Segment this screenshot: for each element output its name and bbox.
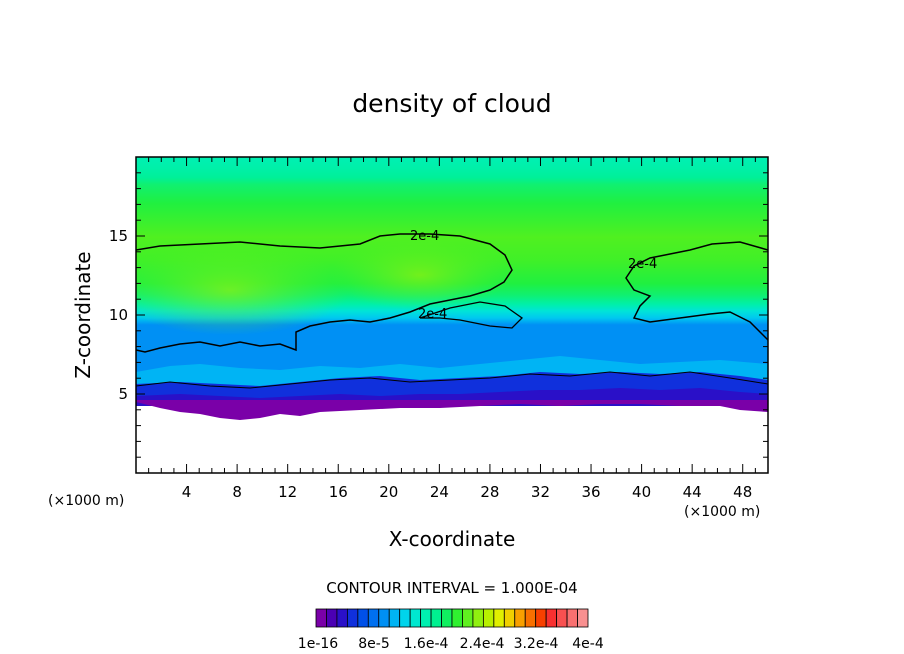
colorbar-tick-label: 1.6e-4 xyxy=(404,636,449,652)
x-tick-label: 48 xyxy=(733,483,752,501)
colorbar-swatch xyxy=(545,608,558,628)
colorbar-swatch xyxy=(493,608,505,628)
contour-label-3: 2e-4 xyxy=(628,257,657,272)
x-axis-label: X-coordinate xyxy=(389,527,516,551)
band-purple xyxy=(136,400,768,420)
contour-2e-4-inner xyxy=(419,301,524,329)
colorbar xyxy=(315,608,589,628)
colorbar-swatch xyxy=(409,608,422,628)
colorbar-swatch xyxy=(577,608,589,628)
y-tick-label: 15 xyxy=(109,227,128,245)
x-tick-label: 32 xyxy=(531,483,550,501)
x-tick-label: 24 xyxy=(430,483,449,501)
field-hotspot-left xyxy=(136,245,350,335)
colorbar-swatch xyxy=(346,608,359,628)
x-tick-label: 36 xyxy=(581,483,600,501)
colorbar-swatch xyxy=(388,608,401,628)
contour-label-2: 2e-4 xyxy=(418,307,447,322)
y-tick-label: 10 xyxy=(109,306,128,324)
colorbar-swatch xyxy=(378,608,390,628)
colorbar-tick-label: 2.4e-4 xyxy=(460,636,505,652)
colorbar-swatch xyxy=(441,608,453,628)
colorbar-swatch xyxy=(462,608,474,628)
colorbar-tick-label: 4e-4 xyxy=(572,636,604,652)
colorbar-swatch xyxy=(430,608,442,628)
x-tick-label: 20 xyxy=(379,483,398,501)
x-tick-label: 16 xyxy=(329,483,348,501)
colorbar-swatch xyxy=(315,608,327,628)
colorbar-labels: 1e-16 8e-5 1.6e-4 2.4e-4 3.2e-4 4e-4 xyxy=(298,636,604,652)
colorbar-swatch xyxy=(357,608,369,628)
x-tick-label: 40 xyxy=(632,483,651,501)
colorbar-swatch xyxy=(514,608,526,628)
y-tick-label: 5 xyxy=(118,385,128,403)
colorbar-swatch xyxy=(399,608,411,628)
x-tick-label: 12 xyxy=(278,483,297,501)
plot-area xyxy=(136,157,768,473)
colorbar-tick-label: 3.2e-4 xyxy=(514,636,559,652)
contour-2e-4-right xyxy=(625,241,768,341)
colorbar-swatch xyxy=(451,608,463,628)
x-tick-label: 8 xyxy=(232,483,242,501)
colorbar-swatch xyxy=(503,608,516,628)
y-unit-label: (×1000 m) xyxy=(684,504,760,520)
field-hotspot-mid xyxy=(330,240,510,310)
colorbar-swatch xyxy=(535,608,547,628)
colorbar-swatch xyxy=(556,608,568,628)
chart-title: density of cloud xyxy=(352,89,551,118)
contour-base xyxy=(136,371,768,389)
colorbar-tick-label: 8e-5 xyxy=(358,636,389,652)
colorbar-swatch xyxy=(524,608,537,628)
x-axis-ticks: 4 8 12 16 20 24 28 32 36 40 44 48 xyxy=(148,157,756,501)
x-tick-label: 28 xyxy=(480,483,499,501)
x-unit-label: (×1000 m) xyxy=(48,493,124,509)
colorbar-swatch xyxy=(326,608,338,628)
contour-2e-4-left xyxy=(136,233,513,353)
colorbar-swatch xyxy=(472,608,484,628)
y-axis-ticks: 5 10 15 xyxy=(109,172,768,458)
contour-interval-text: CONTOUR INTERVAL = 1.000E-04 xyxy=(326,579,577,597)
colorbar-swatch xyxy=(367,608,380,628)
colorbar-swatch xyxy=(566,608,578,628)
colorbar-swatch xyxy=(482,608,495,628)
contour-label-1: 2e-4 xyxy=(410,229,439,244)
x-tick-label: 4 xyxy=(182,483,192,501)
colorbar-tick-label: 1e-16 xyxy=(298,636,338,652)
colorbar-swatch xyxy=(336,608,348,628)
x-tick-label: 44 xyxy=(683,483,702,501)
colorbar-swatch xyxy=(420,608,432,628)
y-axis-label: Z-coordinate xyxy=(71,251,95,378)
